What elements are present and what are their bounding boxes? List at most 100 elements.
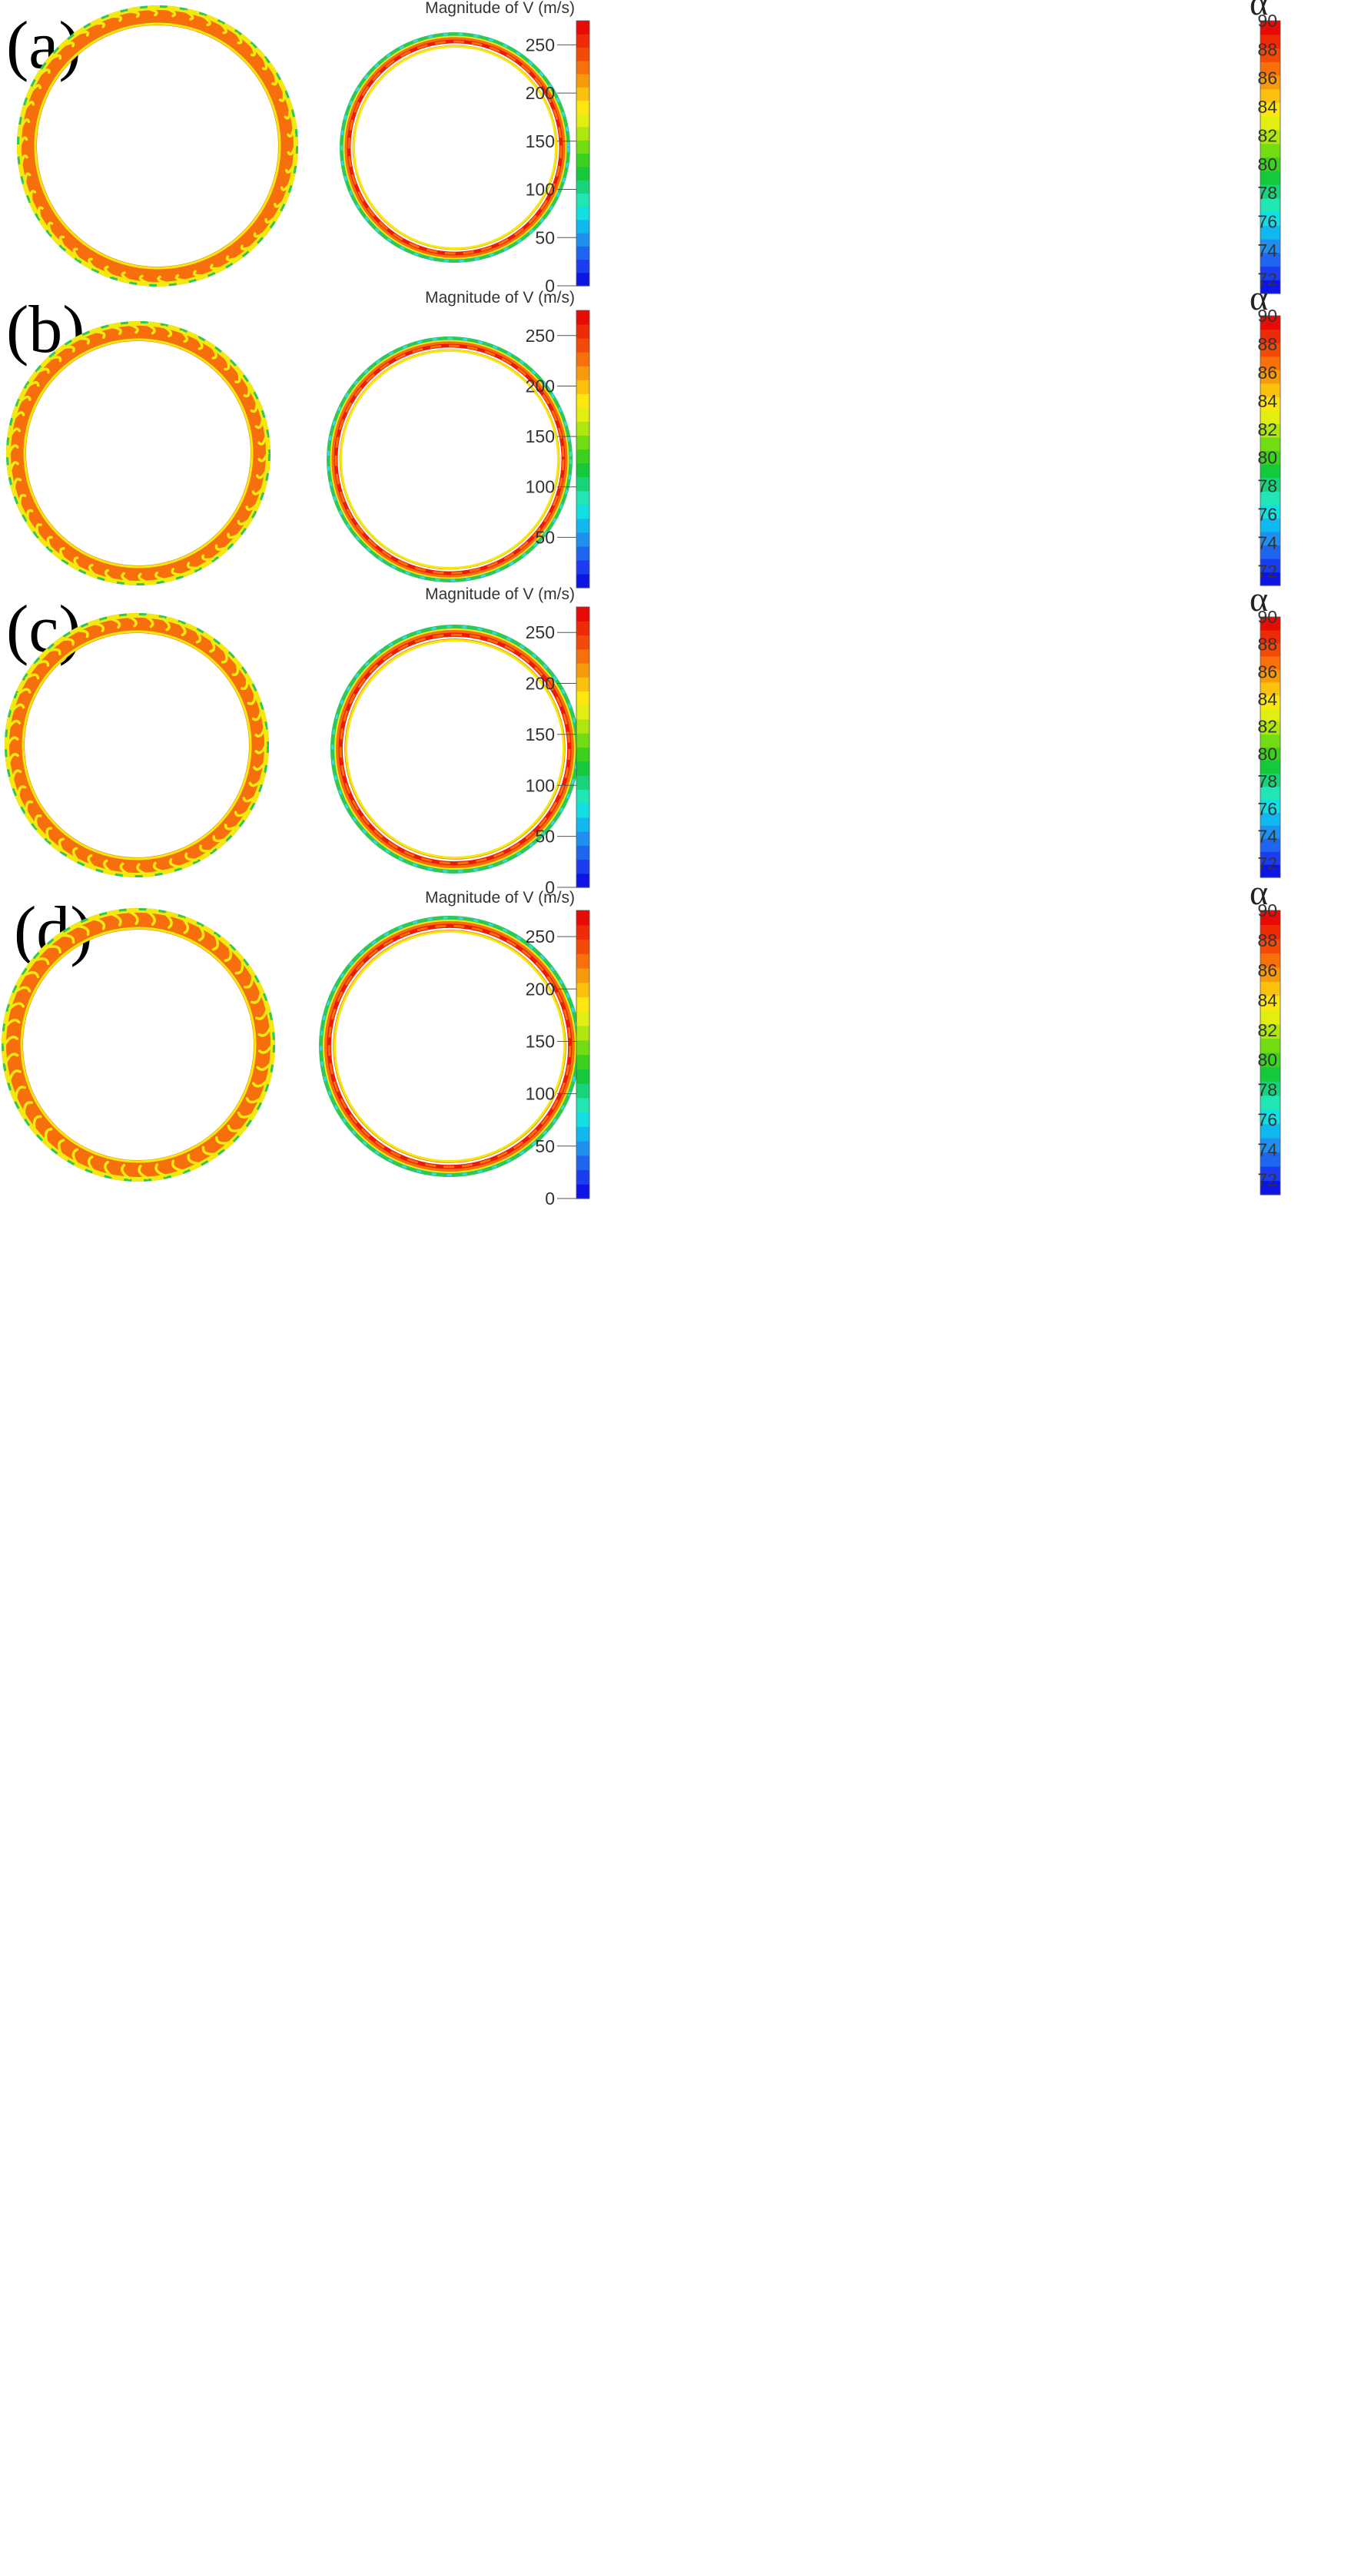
blade-wake-streak: [87, 854, 95, 869]
blade-wake-streak: [25, 800, 34, 814]
blade-wake-streak: [104, 569, 114, 582]
velocity-colorbar-band: [576, 968, 589, 983]
alpha-colorbar-band: [1260, 423, 1280, 438]
velocity-colorbar-band: [576, 21, 589, 35]
blade-wake-streak: [231, 662, 240, 676]
alpha-colorbar-band: [1260, 88, 1280, 104]
blade-wake-streak: [251, 1079, 269, 1088]
velocity-ring-inner-yellow: [34, 22, 281, 270]
alpha-colorbar-band: [1260, 143, 1280, 158]
alpha-colorbar-band: [1260, 981, 1280, 996]
blade-wake-streak: [121, 572, 131, 584]
velocity-tick-label: 200: [526, 376, 555, 396]
blade-wake-streak: [171, 1159, 185, 1172]
velocity-colorbar-band: [576, 166, 589, 181]
alpha-ring-inner-yellow: [353, 45, 557, 250]
blade-wake-streak: [110, 15, 123, 22]
blade-wake-streak: [247, 692, 257, 705]
velocity-colorbar-band: [576, 462, 589, 478]
alpha-colorbar-band: [1260, 851, 1280, 865]
alpha-tick-label: 88: [1257, 635, 1277, 655]
velocity-colorbar-band: [576, 259, 589, 274]
blade-wake-streak: [245, 503, 258, 512]
alpha-tick-label: 80: [1257, 448, 1277, 468]
alpha-colorbar-symbol: α: [1250, 873, 1268, 912]
blade-wake-streak: [187, 1153, 201, 1165]
alpha-tick-label: 82: [1257, 126, 1277, 146]
alpha-tick-label: 74: [1257, 1140, 1277, 1160]
blade-wake-streak: [17, 688, 32, 695]
blade-wake-streak: [224, 357, 231, 371]
blade-wake-streak: [128, 9, 141, 18]
blade-wake-streak: [201, 554, 214, 562]
alpha-ring-orange: [344, 37, 566, 258]
alpha-ring-orange: [324, 921, 575, 1172]
blade-wake-streak: [254, 416, 264, 429]
blade-wake-streak: [243, 384, 251, 398]
velocity-colorbar-band: [576, 490, 589, 506]
blade-wake-streak: [147, 7, 158, 17]
blade-wake-streak: [33, 957, 50, 966]
alpha-colorbar-band: [1260, 464, 1280, 479]
velocity-colorbar-band: [576, 532, 589, 547]
alpha-colorbar-band: [1260, 316, 1280, 330]
alpha-colorbar-band: [1260, 61, 1280, 76]
alpha-colorbar-band: [1260, 799, 1280, 813]
blade-wake-streak: [234, 959, 244, 975]
velocity-ring-outer-yellow: [2, 908, 275, 1182]
alpha-colorbar-band: [1260, 239, 1280, 254]
velocity-colorbar-band: [576, 60, 589, 75]
alpha-colorbar-band: [1260, 773, 1280, 787]
blade-wake-streak: [72, 247, 80, 260]
alpha-tick-label: 88: [1257, 930, 1277, 950]
velocity-colorbar-band: [576, 803, 589, 818]
alpha-colorbar-band: [1260, 1053, 1280, 1068]
blade-wake-streak: [225, 255, 238, 262]
velocity-colorbar-title: Magnitude of V (m/s): [425, 289, 575, 307]
blade-wake-streak: [46, 535, 53, 549]
alpha-ring-inner-yellow: [345, 639, 565, 859]
alpha-tick-label: 86: [1257, 661, 1277, 681]
alpha-ring-cyan-spots: [327, 337, 573, 582]
velocity-colorbar-band: [576, 518, 589, 533]
alpha-colorbar-band: [1260, 812, 1280, 826]
alpha-colorbar-band: [1260, 642, 1280, 657]
velocity-tick-label: 100: [526, 1084, 555, 1104]
blade-wake-streak: [128, 910, 139, 925]
velocity-tick-label: 0: [545, 877, 555, 897]
velocity-colorbar-band: [576, 910, 589, 926]
alpha-colorbar-band: [1260, 747, 1280, 761]
velocity-colorbar-band: [576, 140, 589, 154]
velocity-ring-outer-green: [5, 613, 269, 877]
alpha-colorbar-band: [1260, 1095, 1280, 1110]
alpha-tick-label: 76: [1257, 799, 1277, 819]
blade-wake-streak: [75, 629, 89, 638]
blade-wake-streak: [201, 1145, 217, 1156]
velocity-colorbar-band: [576, 663, 589, 678]
blade-wake-streak: [227, 1124, 244, 1132]
alpha-ring-outer-green: [326, 336, 573, 583]
velocity-colorbar-band: [576, 338, 589, 353]
blade-wake-streak: [287, 125, 296, 138]
velocity-tick-label: 50: [535, 827, 555, 847]
blade-wake-streak: [22, 971, 40, 979]
velocity-colorbar-frame: [576, 910, 590, 1199]
alpha-tick-label: 90: [1257, 306, 1277, 326]
velocity-colorbar-frame: [576, 606, 590, 888]
velocity-colorbar-band: [576, 352, 589, 366]
velocity-colorbar-band: [576, 407, 589, 422]
blade-wake-streak: [184, 852, 198, 861]
blade-wake-streak: [278, 89, 286, 102]
alpha-colorbar-frame: [1260, 20, 1281, 294]
blade-wake-streak: [145, 323, 156, 335]
blade-wake-streak: [257, 1043, 274, 1054]
alpha-colorbar-band: [1260, 75, 1280, 90]
blade-wake-streak: [255, 1007, 269, 1020]
alpha-colorbar-band: [1260, 864, 1280, 878]
velocity-colorbar-band: [576, 34, 589, 48]
velocity-colorbar-band: [576, 435, 589, 450]
velocity-colorbar-band: [576, 953, 589, 969]
blade-wake-streak: [237, 519, 251, 526]
velocity-tick-label: 250: [526, 326, 555, 346]
blade-wake-streak: [77, 30, 90, 37]
